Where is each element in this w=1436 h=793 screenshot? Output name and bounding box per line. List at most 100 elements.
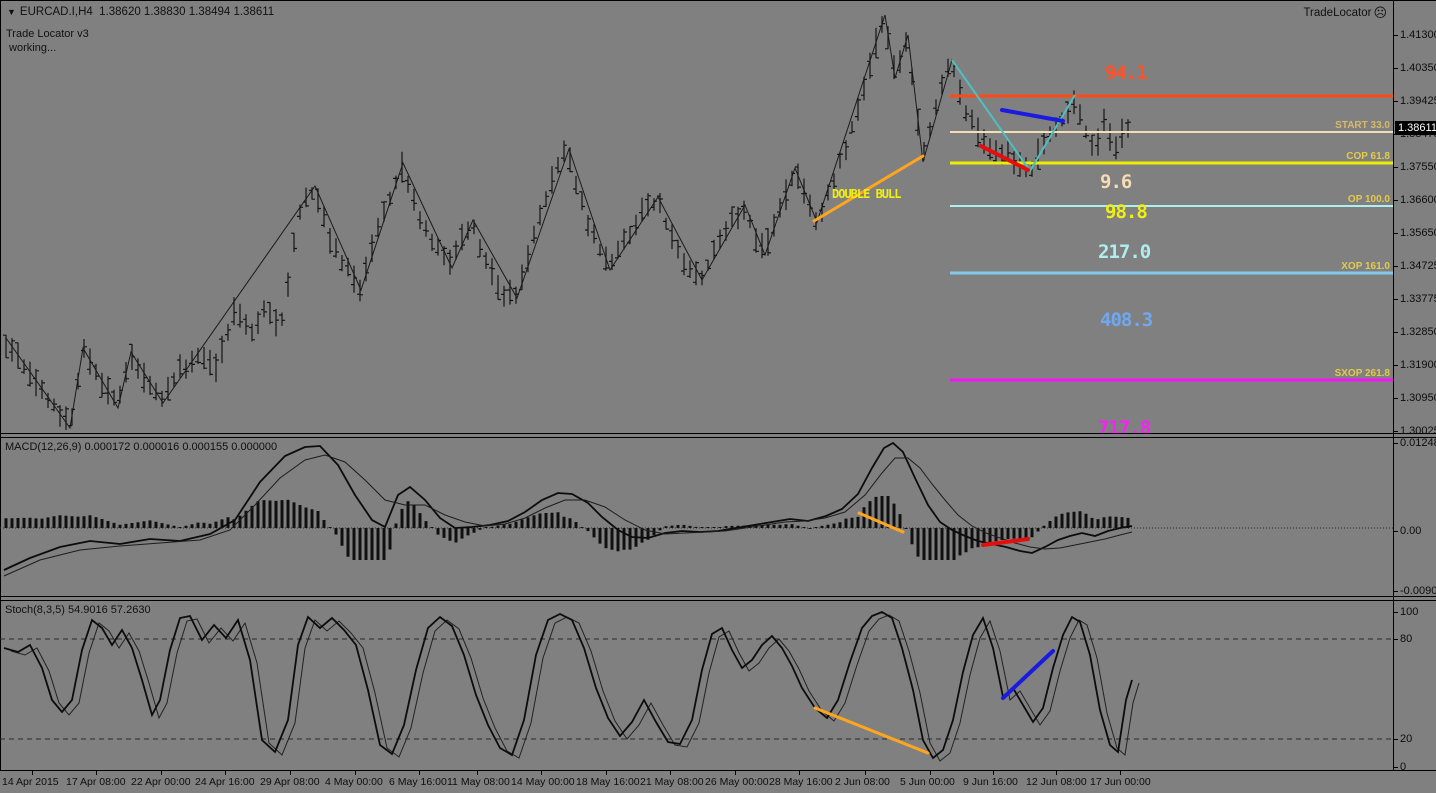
time-axis-tick	[419, 771, 420, 775]
price-axis-label: 1.39425	[1400, 95, 1436, 107]
macd-indicator-panel[interactable]: MACD(12,26,9) 0.000172 0.000016 0.000155…	[0, 438, 1393, 596]
orange-trendline[interactable]	[812, 154, 925, 223]
macd-panel-divider[interactable]	[0, 596, 1436, 597]
indicator-status-line2: working...	[6, 42, 57, 54]
time-axis-tick	[799, 771, 800, 775]
macd-orange-trendline[interactable]	[857, 511, 905, 534]
time-axis-tick	[541, 771, 542, 775]
price-axis-label-tick	[1394, 398, 1398, 399]
macd-axis-label-tick	[1394, 531, 1398, 532]
level-label-op: OP 100.0	[1347, 194, 1390, 205]
price-axis-label: 1.32850	[1400, 326, 1436, 338]
price-axis-label-tick	[1394, 332, 1398, 333]
time-axis-label: 17 Apr 08:00	[66, 776, 126, 788]
blue-trendline[interactable]	[1000, 108, 1065, 123]
time-axis-label: 22 Apr 00:00	[131, 776, 191, 788]
ea-status-sad-face-icon[interactable]: ☹	[1373, 5, 1387, 20]
main-chart-panel[interactable]: ▼ EURCAD.I,H4 1.38620 1.38830 1.38494 1.3…	[0, 1, 1393, 433]
time-axis-line	[0, 770, 1436, 771]
stoch-axis-label-tick	[1394, 612, 1398, 613]
stoch-axis-label-tick	[1394, 739, 1398, 740]
price-axis-label-tick	[1394, 299, 1398, 300]
price-axis-label-tick	[1394, 233, 1398, 234]
price-axis-label: 1.34725	[1400, 260, 1436, 272]
price-axis-label-tick	[1394, 266, 1398, 267]
macd-axis-label: 0.012486	[1400, 437, 1436, 449]
time-axis-label: 2 Jun 08:00	[835, 776, 890, 788]
price-axis-label-tick	[1394, 431, 1398, 432]
price-axis-label: 1.40350	[1400, 62, 1436, 74]
window-top-border	[0, 0, 1436, 1]
price-axis-label-tick	[1394, 167, 1398, 168]
time-axis-label: 12 Jun 08:00	[1026, 776, 1087, 788]
price-axis-label-tick	[1394, 365, 1398, 366]
indicator-status: Trade Locator v3 working...	[6, 27, 89, 55]
overlay-text-408-3: 408.3	[1100, 309, 1153, 331]
price-axis-label-tick	[1394, 68, 1398, 69]
collapse-indicator-icon[interactable]: ▼	[7, 7, 16, 17]
overlay-text-717-8: 717.8	[1098, 417, 1151, 433]
stoch-orange-trendline[interactable]	[813, 706, 930, 755]
stochastic-indicator-panel[interactable]: Stoch(8,3,5) 54.9016 57.2630	[0, 601, 1393, 770]
time-axis-label: 21 May 08:00	[640, 776, 704, 788]
time-axis-label: 5 Jun 00:00	[900, 776, 955, 788]
time-axis-tick	[96, 771, 97, 775]
stoch-axis-label-tick	[1394, 767, 1398, 768]
price-axis-label: 1.41300	[1400, 29, 1436, 41]
time-axis-tick	[993, 771, 994, 775]
macd-label: MACD(12,26,9) 0.000172 0.000016 0.000155…	[5, 441, 278, 453]
price-axis-label: 1.35650	[1400, 227, 1436, 239]
symbol-title: EURCAD.I,H4	[19, 6, 93, 18]
time-axis-tick	[865, 771, 866, 775]
time-axis-tick	[161, 771, 162, 775]
ohlc-values: 1.38620 1.38830 1.38494 1.38611	[99, 6, 275, 18]
time-axis-tick	[290, 771, 291, 775]
stoch-axis-label-tick	[1394, 639, 1398, 640]
price-axis-label: 1.30025	[1400, 425, 1436, 437]
macd-axis-label-tick	[1394, 443, 1398, 444]
macd-main-line	[3, 441, 1133, 571]
time-axis-tick	[1120, 771, 1121, 775]
time-axis-label: 4 May 00:00	[325, 776, 383, 788]
price-scale-axis[interactable]: 1.413001.403501.394251.384751.375501.366…	[1393, 0, 1436, 773]
time-axis-tick	[1056, 771, 1057, 775]
overlay-text-double-bull: DOUBLE BULL	[832, 187, 901, 201]
time-axis-tick	[32, 771, 33, 775]
red-trendline[interactable]	[979, 144, 1030, 172]
macd-canvas	[0, 441, 1393, 577]
overlay-text-217-0: 217.0	[1098, 241, 1151, 263]
time-axis-label: 14 May 00:00	[511, 776, 575, 788]
overlay-text-98-8: 98.8	[1105, 201, 1148, 223]
time-axis-tick	[735, 771, 736, 775]
time-scale-axis[interactable]: 14 Apr 2015 17 Apr 08:00 22 Apr 00:00 24 Ap…	[0, 771, 1436, 793]
brand-label: TradeLocator ☹	[1303, 5, 1387, 21]
chart-title: ▼ EURCAD.I,H4 1.38620 1.38830 1.38494 1.3…	[7, 6, 274, 18]
time-axis-label: 11 May 08:00	[447, 776, 510, 788]
macd-axis-label-tick	[1394, 591, 1398, 592]
stoch-axis-label: 80	[1400, 633, 1413, 645]
stoch-panel-top-border	[0, 600, 1436, 601]
time-axis-label: 29 Apr 08:00	[260, 776, 320, 788]
price-axis-label: 1.30950	[1400, 392, 1436, 404]
price-axis-label: 1.37550	[1400, 161, 1436, 173]
stoch-axis-label: 100	[1400, 606, 1419, 618]
overlay-text-9-6: 9.6	[1100, 171, 1132, 193]
level-label-cop: COP 61.8	[1346, 151, 1390, 162]
macd-panel-top-border	[0, 437, 1436, 438]
brand-name: TradeLocator	[1303, 7, 1372, 19]
price-axis-label: 1.31900	[1400, 359, 1436, 371]
main-panel-divider[interactable]	[0, 433, 1436, 434]
level-label-xop: XOP 161.0	[1341, 261, 1390, 272]
price-axis-label: 1.36600	[1400, 194, 1436, 206]
time-axis-label: 9 Jun 16:00	[963, 776, 1018, 788]
time-axis-label: 26 May 00:00	[705, 776, 769, 788]
stoch-blue-trendline[interactable]	[1001, 649, 1055, 700]
time-axis-tick	[225, 771, 226, 775]
macd-red-trendline[interactable]	[981, 537, 1030, 547]
time-axis-label: 18 May 16:00	[576, 776, 640, 788]
time-axis-label: 6 May 16:00	[389, 776, 447, 788]
level-label-sxop: SXOP 261.8	[1334, 368, 1390, 379]
stoch-axis-label: 20	[1400, 733, 1413, 745]
macd-signal-line	[3, 454, 1133, 577]
